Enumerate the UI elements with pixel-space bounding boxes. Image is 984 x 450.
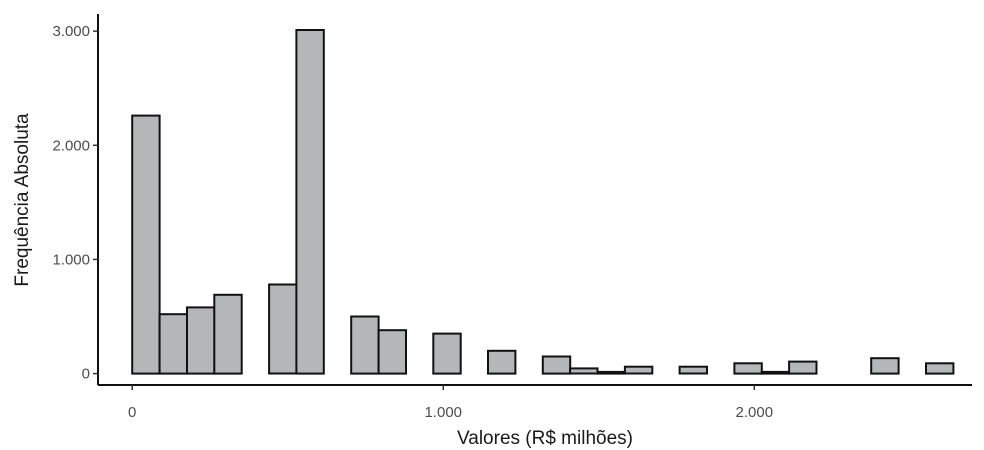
histogram-bar-10 bbox=[487, 349, 517, 375]
histogram-bar-18 bbox=[788, 360, 818, 375]
x-tick-label: 2.000 bbox=[736, 404, 774, 421]
histogram-bar-17 bbox=[760, 370, 791, 375]
histogram-bar-1 bbox=[131, 114, 161, 375]
x-tick-label: 1.000 bbox=[424, 404, 462, 421]
histogram-bar-20 bbox=[925, 362, 955, 375]
histogram-bar-3 bbox=[186, 306, 216, 375]
y-tick-label: 1.000 bbox=[52, 251, 90, 268]
histogram-bar-14 bbox=[623, 365, 654, 375]
histogram-bar-11 bbox=[541, 355, 572, 375]
histogram-bar-5 bbox=[268, 283, 298, 375]
histogram-bar-4 bbox=[213, 293, 243, 375]
histogram-bar-15 bbox=[678, 365, 708, 375]
y-tick-label: 0 bbox=[82, 366, 90, 383]
y-axis-title: Frequência Absoluta bbox=[12, 113, 33, 287]
x-axis-title: Valores (R$ milhões) bbox=[457, 428, 633, 449]
histogram-bar-8 bbox=[377, 329, 408, 375]
histogram-bar-7 bbox=[350, 315, 380, 375]
histogram-bar-12 bbox=[569, 367, 599, 375]
histogram-bar-2 bbox=[158, 313, 189, 375]
histogram-bar-13 bbox=[596, 370, 626, 375]
y-tick-label: 3.000 bbox=[52, 23, 90, 40]
histogram-bar-9 bbox=[432, 332, 462, 375]
histogram-bar-6 bbox=[295, 29, 325, 375]
histogram-bar-19 bbox=[870, 357, 900, 375]
x-tick-label: 0 bbox=[128, 404, 136, 421]
y-tick-label: 2.000 bbox=[52, 137, 90, 154]
y-axis-ticks: 0 1.000 2.000 3.000 bbox=[52, 23, 98, 383]
x-axis-ticks: 0 1.000 2.000 bbox=[128, 385, 773, 421]
histogram-bar-16 bbox=[733, 362, 763, 375]
histogram-bars bbox=[131, 29, 955, 375]
